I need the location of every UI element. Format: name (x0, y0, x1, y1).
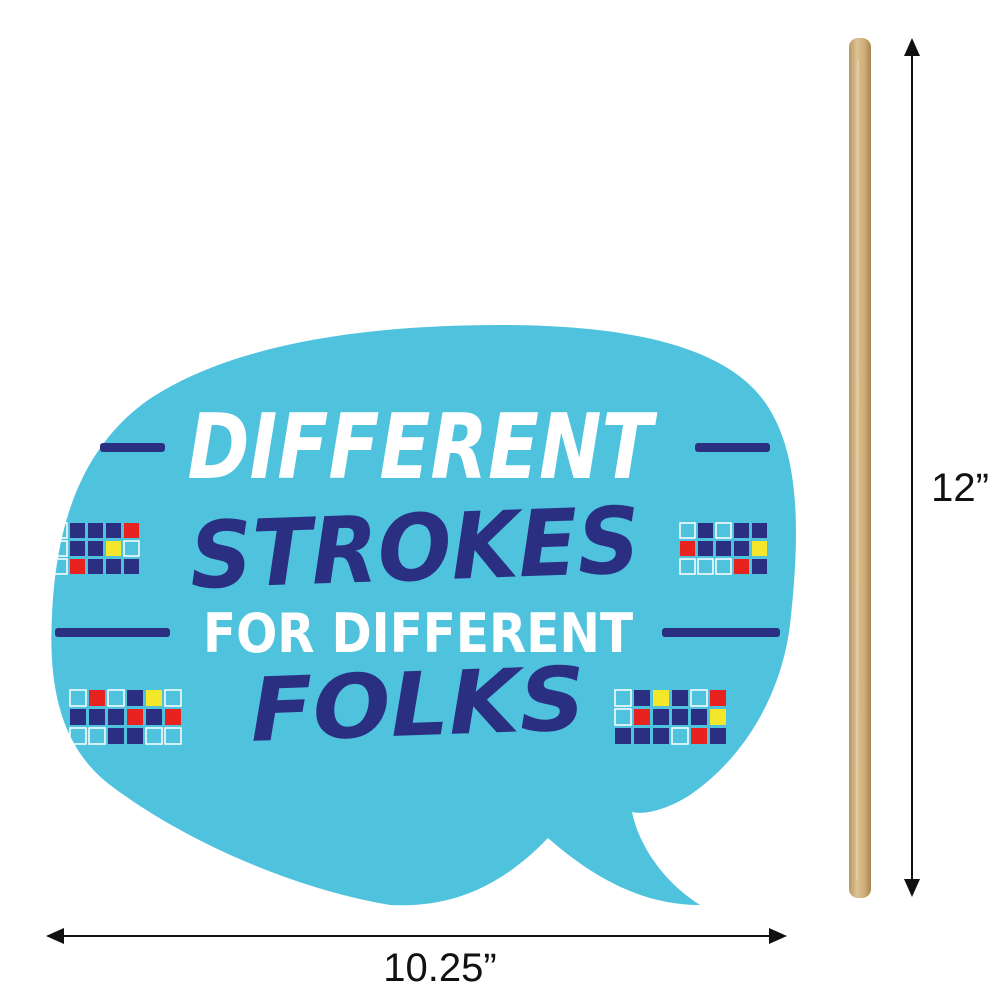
grid-square (672, 709, 688, 725)
grid-square (145, 727, 163, 745)
grid-square (734, 541, 749, 556)
grid-square (51, 540, 68, 557)
grid-square (679, 522, 696, 539)
grid-square (690, 689, 708, 707)
grid-square (124, 559, 139, 574)
grid-square (88, 727, 106, 745)
grid-square (89, 690, 105, 706)
grid-square (106, 541, 121, 556)
grid-square (614, 708, 632, 726)
grid-square (107, 689, 125, 707)
speech-bubble (51, 325, 796, 906)
grid-square (752, 559, 767, 574)
grid-square (698, 523, 713, 538)
bar-right-top (695, 443, 770, 452)
grid-square (88, 523, 103, 538)
grid-square (51, 558, 68, 575)
grid-square (70, 523, 85, 538)
grid-square (146, 690, 162, 706)
grid-square (653, 709, 669, 725)
height-arrow-icon (904, 38, 920, 897)
grid-square (70, 559, 85, 574)
grid-square (697, 558, 714, 575)
bar-right-mid (662, 628, 780, 637)
grid-square (614, 689, 632, 707)
sign-line-folks: FOLKS (249, 647, 587, 762)
grid-square (70, 709, 86, 725)
grid-square (691, 728, 707, 744)
grid-square (69, 689, 87, 707)
grid-square (69, 727, 87, 745)
sign-line-strokes: STROKES (188, 487, 641, 610)
grid-square (108, 728, 124, 744)
pixel-grid-right-lower (614, 689, 726, 745)
wooden-stick (849, 38, 871, 898)
grid-square (164, 689, 182, 707)
grid-square (88, 541, 103, 556)
bar-left-mid (55, 628, 170, 637)
grid-square (752, 541, 767, 556)
grid-square (127, 690, 143, 706)
grid-square (653, 690, 669, 706)
grid-square (70, 541, 85, 556)
height-dimension-label: 12” (931, 466, 989, 510)
grid-square (106, 523, 121, 538)
grid-square (146, 709, 162, 725)
grid-square (123, 540, 140, 557)
pixel-grid-left-upper (51, 522, 140, 575)
pixel-grid-right-upper (679, 522, 767, 575)
grid-square (710, 690, 726, 706)
grid-square (634, 709, 650, 725)
grid-square (108, 709, 124, 725)
grid-square (634, 690, 650, 706)
grid-square (716, 541, 731, 556)
grid-square (106, 559, 121, 574)
grid-square (734, 559, 749, 574)
grid-square (615, 728, 631, 744)
grid-square (88, 559, 103, 574)
grid-square (51, 522, 68, 539)
grid-square (680, 541, 695, 556)
grid-square (164, 727, 182, 745)
grid-square (734, 523, 749, 538)
sign-line-for-different: FOR DIFFERENT (203, 602, 633, 665)
grid-square (710, 709, 726, 725)
grid-square (89, 709, 105, 725)
sign-line-different: DIFFERENT (188, 395, 658, 500)
grid-square (671, 727, 689, 745)
grid-square (634, 728, 650, 744)
width-arrow-icon (46, 928, 787, 944)
bar-left-top (100, 443, 165, 452)
grid-square (165, 709, 181, 725)
grid-square (127, 709, 143, 725)
grid-square (752, 523, 767, 538)
grid-square (679, 558, 696, 575)
grid-square (691, 709, 707, 725)
grid-square (653, 728, 669, 744)
width-dimension-label: 10.25” (383, 946, 497, 990)
grid-square (698, 541, 713, 556)
grid-square (124, 523, 139, 538)
grid-square (127, 728, 143, 744)
grid-square (710, 728, 726, 744)
grid-square (715, 558, 732, 575)
stick-grain (856, 59, 859, 881)
pixel-grid-left-lower (69, 689, 182, 745)
grid-square (715, 522, 732, 539)
grid-square (672, 690, 688, 706)
